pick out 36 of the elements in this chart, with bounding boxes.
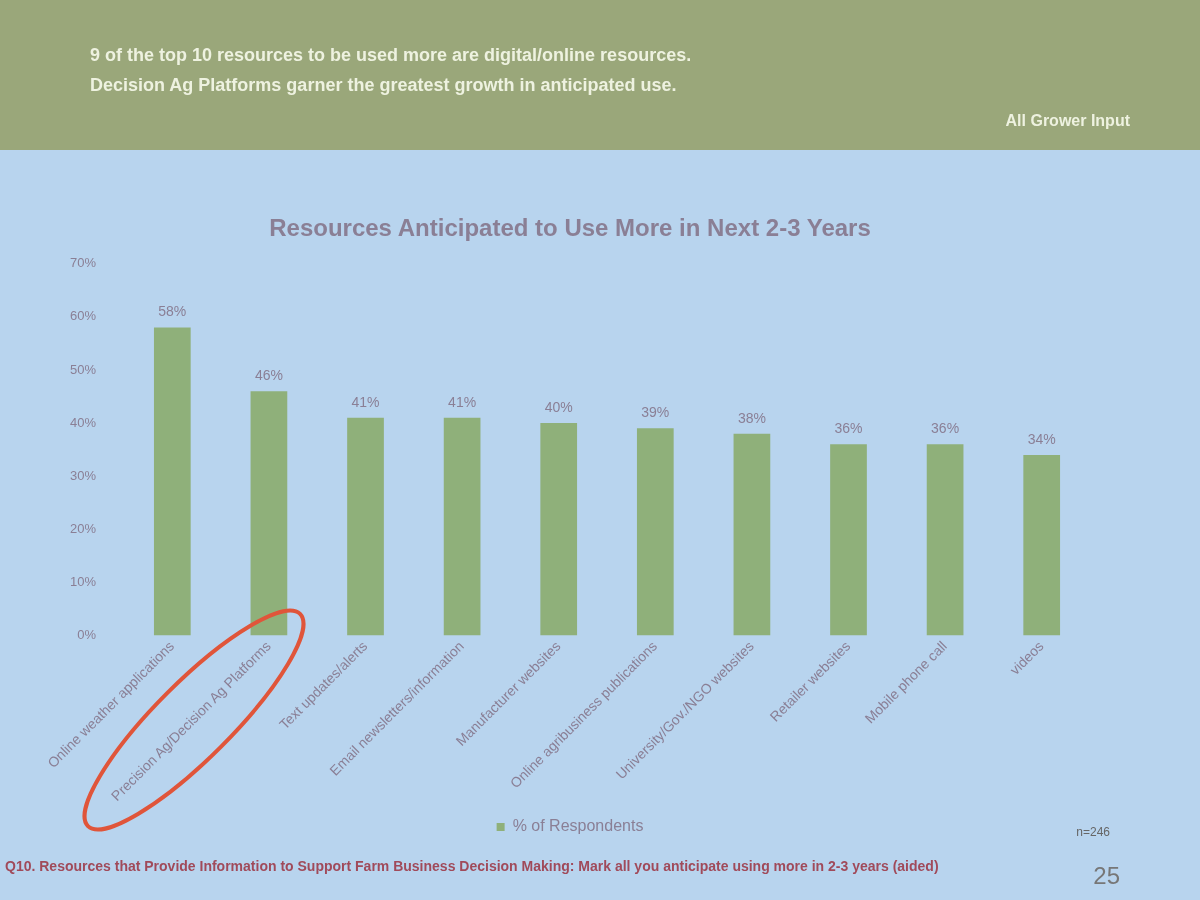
bar [540,423,578,636]
bar [926,444,964,636]
data-label: 36% [931,420,960,437]
y-tick-label: 70% [69,255,97,271]
data-label: 40% [544,398,573,415]
text: All Grower Input [1005,112,1130,130]
data-label: 38% [737,409,766,426]
data-label: 41% [448,393,477,410]
data-label: 46% [254,367,283,384]
y-tick-label: 0% [77,626,97,642]
y-tick-label: 10% [69,573,97,589]
bar [250,391,288,636]
legend-label: % of Respondents [512,817,644,835]
data-label: 58% [158,303,187,320]
text: Q10. Resources that Provide Information to Support Farm Business Decision Making: Mark all you anticipate using more in 2-3 years (aided) [5,858,940,874]
y-tick-label: 20% [69,520,97,536]
bar [733,433,771,636]
data-label: 41% [351,393,380,410]
chart-title: Resources Anticipated to Use More in Next 2-3 Years [269,214,871,242]
y-tick-label: 60% [69,308,97,324]
y-tick-label: 30% [69,467,97,483]
data-label: 39% [641,404,670,421]
text: 9 of the top 10 resources to be used more are digital/online resources. [90,44,692,67]
bar [443,417,481,636]
data-label: 34% [1027,430,1056,447]
bar [347,417,384,636]
bar [636,428,674,636]
y-tick-label: 40% [69,414,97,430]
text: 25 [1093,862,1120,890]
y-tick-label: 50% [69,361,97,377]
bar [1023,454,1061,636]
text: n=246 [1076,825,1110,839]
bar [830,444,867,636]
bar [153,327,191,636]
text: Decision Ag Platforms garner the greatest growth in anticipated use. [90,74,678,97]
data-label: 36% [834,420,863,437]
